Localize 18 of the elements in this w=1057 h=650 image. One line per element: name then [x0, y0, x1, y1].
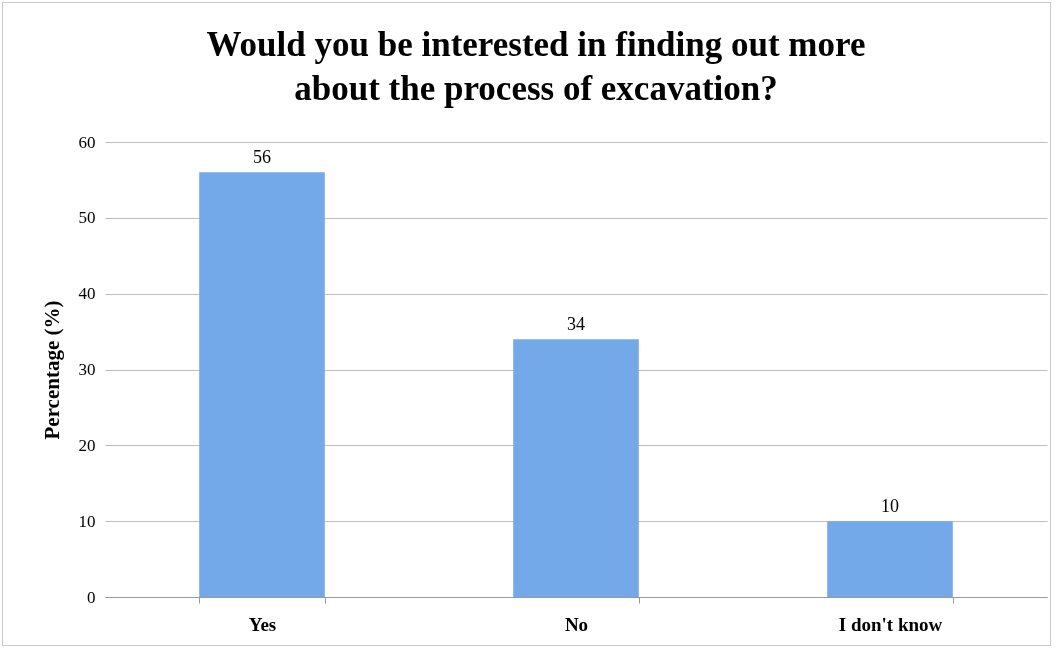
- chart-title: Would you be interested in finding out more about the process of excavation?: [206, 25, 866, 108]
- bar: [199, 172, 325, 597]
- data-label: 34: [567, 314, 585, 335]
- data-label: 56: [253, 147, 271, 168]
- y-tick-label: 30: [78, 360, 96, 379]
- y-tick-label: 50: [78, 208, 96, 228]
- y-tick-label: 40: [78, 284, 96, 304]
- data-label: 10: [881, 496, 899, 517]
- y-tick-label: 60: [78, 132, 96, 152]
- x-tick-label: I don't know: [838, 613, 943, 635]
- y-tick-label: 20: [78, 435, 96, 455]
- x-tick-label: Yes: [248, 613, 277, 635]
- y-tick-label: 0: [87, 587, 96, 607]
- y-tick-label: 10: [78, 511, 96, 531]
- bar: [513, 339, 639, 597]
- bar: [827, 521, 953, 597]
- x-tick-label: No: [564, 613, 589, 635]
- y-axis-title: Percentage (%): [39, 300, 64, 440]
